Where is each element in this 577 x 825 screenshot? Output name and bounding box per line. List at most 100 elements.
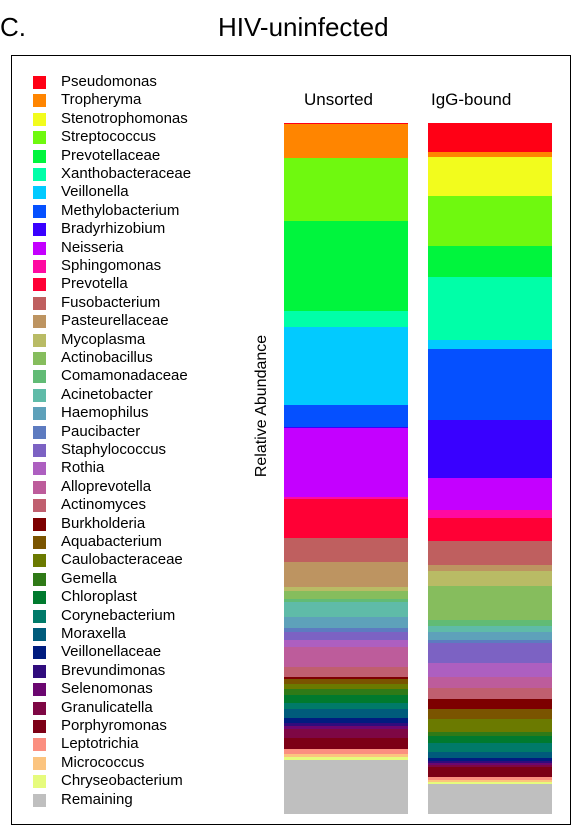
bar-segment: [428, 779, 552, 783]
bar-segment: [284, 646, 408, 668]
legend-swatch: [33, 296, 46, 310]
legend-swatch: [33, 260, 46, 273]
bar-segment: [284, 667, 408, 677]
legend-item: Paucibacter: [33, 422, 293, 440]
legend-swatch: [33, 554, 46, 568]
bar-segment: [284, 427, 408, 429]
legend-label: Xanthobacteraceae: [61, 165, 192, 182]
legend-label: Selenomonas: [61, 680, 153, 698]
legend-label: Stenotrophomonas: [61, 109, 188, 127]
legend-label: Bradyrhizobium: [61, 220, 166, 238]
legend-label: Chloroplast: [61, 588, 137, 606]
legend-label: Rothia: [61, 459, 105, 477]
legend-swatch: [33, 76, 46, 89]
legend-swatch: [33, 793, 46, 807]
legend-item: Burkholderia: [33, 515, 293, 532]
legend-swatch: [33, 572, 46, 586]
legend-item: Comamonadaceae: [33, 368, 293, 384]
bar-segment: [428, 643, 552, 664]
bar-segment: [284, 311, 408, 328]
legend-item: Stenotrophomonas: [33, 109, 293, 127]
legend-label: Paucibacter: [61, 422, 141, 440]
legend-item: Porphyromonas: [33, 718, 293, 734]
chart-title: HIV-uninfected: [218, 12, 389, 42]
bar-segment: [284, 737, 408, 749]
bar-segment: [284, 748, 408, 755]
legend-item: Prevotella: [33, 276, 293, 292]
bar-segment: [428, 245, 552, 278]
legend-swatch: [33, 480, 46, 494]
legend-label: Veillonella: [61, 183, 129, 201]
bar-segment: [428, 765, 552, 768]
legend-label: Granulicatella: [61, 698, 153, 716]
bar-segment: [428, 731, 552, 737]
bar-segment: [428, 277, 552, 340]
bar-segment: [284, 695, 408, 704]
bar-segment: [428, 151, 552, 157]
bar-segment: [284, 221, 408, 312]
bar-segment: [284, 723, 408, 727]
legend-swatch: [33, 131, 46, 145]
legend-label: Tropheryma: [61, 91, 142, 109]
bar-segment: [428, 123, 552, 153]
bar-segment: [284, 757, 408, 761]
stacked-bar-unsorted: [284, 123, 408, 815]
legend-item: Rothia: [33, 460, 293, 476]
bar-segment: [428, 632, 552, 641]
legend-label: Methylobacterium: [61, 201, 180, 219]
legend-item: Bradyrhizobium: [33, 221, 293, 237]
bar-segment: [428, 196, 552, 247]
bar-segment: [284, 601, 408, 618]
bar-segment: [428, 758, 552, 761]
bar-segment: [284, 683, 408, 690]
legend-label: Streptococcus: [61, 128, 157, 146]
bar-segment: [428, 781, 552, 785]
legend-swatch: [33, 444, 46, 457]
bar-segment: [284, 616, 408, 629]
bar-segment: [284, 640, 408, 648]
legend-swatch: [33, 112, 46, 126]
legend-label: Porphyromonas: [61, 717, 167, 734]
legend-swatch: [33, 370, 46, 384]
bar-segment: [428, 419, 552, 479]
legend-label: Chryseobacterium: [61, 772, 183, 790]
legend-label: Actinomyces: [61, 496, 147, 514]
bar-segment: [284, 717, 408, 724]
bar-segment: [284, 538, 408, 563]
bar-segment: [428, 625, 552, 633]
legend-item: Leptotrichia: [33, 736, 293, 752]
legend-swatch: [33, 701, 46, 715]
legend-swatch: [33, 609, 46, 623]
legend-label: Mycoplasma: [61, 330, 146, 348]
legend-swatch: [33, 186, 46, 200]
panel-letter: C.: [0, 12, 26, 42]
bar-segment: [284, 632, 408, 641]
legend-swatch: [33, 407, 46, 421]
legend-item: Mycoplasma: [33, 330, 293, 348]
bar-segment: [284, 124, 408, 159]
bar-segment: [284, 590, 408, 600]
legend-label: Remaining: [61, 790, 133, 808]
bar-segment: [428, 540, 552, 565]
legend-label: Haemophilus: [61, 404, 149, 422]
legend-label: Neisseria: [61, 238, 124, 256]
legend-item: Granulicatella: [33, 698, 293, 716]
legend-item: Streptococcus: [33, 129, 293, 145]
legend-swatch: [33, 664, 46, 678]
legend-item: Pasteurellaceae: [33, 313, 293, 329]
bar-segment: [428, 662, 552, 678]
bar-segment: [428, 708, 552, 720]
bar-segment: [428, 784, 552, 815]
legend-swatch: [33, 223, 46, 237]
legend-swatch: [33, 149, 46, 163]
legend-item: Sphingomonas: [33, 258, 293, 274]
legend-item: Neisseria: [33, 238, 293, 256]
legend-swatch: [33, 333, 46, 347]
legend-swatch: [33, 517, 46, 531]
legend-swatch: [33, 775, 46, 789]
bar-segment: [284, 709, 408, 719]
bar-segment: [428, 585, 552, 621]
legend-item: Caulobacteraceae: [33, 552, 293, 568]
legend-swatch: [33, 425, 46, 439]
legend-swatch: [33, 591, 46, 605]
